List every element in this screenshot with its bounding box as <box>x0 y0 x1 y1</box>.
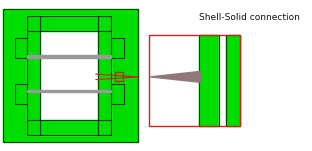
Bar <box>3 10 138 141</box>
Bar <box>98 16 111 135</box>
Bar <box>27 90 111 92</box>
Polygon shape <box>150 71 200 82</box>
Bar <box>98 16 111 135</box>
Bar <box>27 120 111 135</box>
Bar <box>199 35 219 126</box>
Bar <box>27 16 111 31</box>
Bar <box>111 84 124 104</box>
Bar <box>27 16 40 135</box>
Bar <box>111 38 124 58</box>
Bar <box>149 35 199 126</box>
Bar <box>3 10 138 141</box>
Bar <box>27 55 111 58</box>
Bar <box>27 16 111 135</box>
Bar <box>27 120 111 135</box>
Bar <box>15 38 27 58</box>
Text: Shell-Solid connection: Shell-Solid connection <box>199 13 300 22</box>
Bar <box>219 35 226 126</box>
Bar <box>149 35 240 126</box>
Bar <box>111 38 124 58</box>
Bar <box>226 35 240 126</box>
Bar <box>27 16 40 135</box>
Bar <box>111 84 124 104</box>
Bar <box>226 35 240 126</box>
Bar <box>15 84 27 104</box>
Bar <box>15 84 27 104</box>
Bar <box>27 16 111 31</box>
Bar <box>199 35 219 126</box>
Bar <box>15 38 27 58</box>
Bar <box>115 72 123 80</box>
